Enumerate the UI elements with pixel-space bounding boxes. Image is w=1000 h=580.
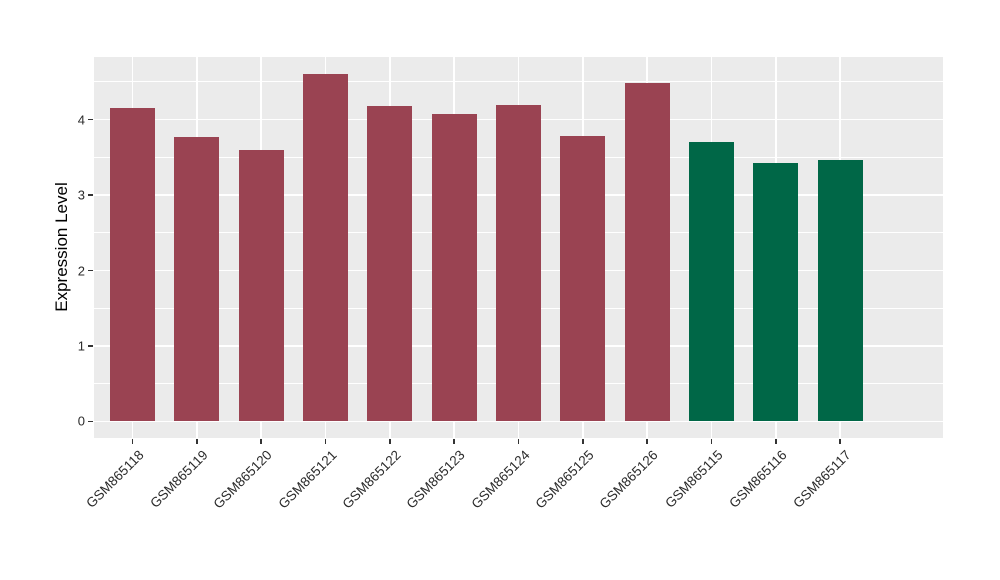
y-tick-mark	[88, 269, 93, 272]
y-axis-title: Expression Level	[52, 182, 71, 312]
bar-GSM865122	[367, 106, 413, 422]
x-tick-mark	[517, 439, 520, 444]
x-axis-tick-label: GSM865126	[596, 447, 662, 512]
bar-GSM865121	[303, 74, 349, 422]
x-tick-mark	[131, 439, 134, 444]
x-axis-tick-label: GSM865120	[210, 447, 276, 512]
bar-GSM865125	[560, 136, 606, 422]
y-axis-tick-label: 0	[77, 413, 85, 429]
y-axis-tick-label: 1	[77, 338, 85, 354]
bar-GSM865123	[431, 113, 477, 422]
y-tick-mark	[88, 420, 93, 423]
x-axis-tick-label: GSM865122	[339, 447, 404, 512]
bar-GSM865126	[624, 83, 670, 422]
y-axis-tick-label: 3	[77, 187, 85, 203]
x-tick-mark	[582, 439, 584, 444]
bar-GSM865115	[688, 141, 734, 422]
y-tick-mark	[88, 345, 93, 347]
x-axis-tick-label: GSM865117	[790, 447, 854, 511]
bar-GSM865117	[817, 160, 863, 422]
y-axis-tick-label: 4	[77, 112, 85, 128]
y-axis-tick-label: 2	[77, 263, 85, 278]
x-tick-mark	[196, 439, 198, 444]
x-tick-mark	[453, 439, 455, 444]
x-axis-tick-label: GSM865115	[661, 447, 726, 511]
bar-GSM865119	[174, 136, 220, 422]
x-axis-tick-label: GSM865123	[403, 447, 469, 512]
x-axis-tick-label: GSM865125	[532, 447, 597, 512]
y-tick-mark	[88, 194, 93, 196]
bar-GSM865124	[495, 104, 541, 422]
x-tick-mark	[389, 439, 391, 444]
x-tick-mark	[260, 439, 262, 444]
bar-GSM865116	[753, 163, 799, 422]
x-tick-mark	[324, 439, 327, 444]
x-axis-tick-label: GSM865119	[147, 447, 211, 511]
bar-GSM865118	[110, 108, 156, 422]
x-axis-tick-label: GSM865116	[726, 447, 790, 511]
x-tick-mark	[646, 439, 648, 444]
plot-panel	[94, 57, 943, 438]
x-axis-tick-label: GSM865118	[82, 447, 147, 511]
bar-GSM865120	[238, 149, 284, 422]
x-tick-mark	[775, 439, 777, 444]
x-axis-tick-label: GSM865121	[275, 447, 340, 512]
y-tick-mark	[88, 118, 93, 121]
x-axis-tick-label: GSM865124	[468, 447, 533, 512]
x-tick-mark	[839, 439, 841, 444]
x-tick-mark	[710, 439, 713, 444]
